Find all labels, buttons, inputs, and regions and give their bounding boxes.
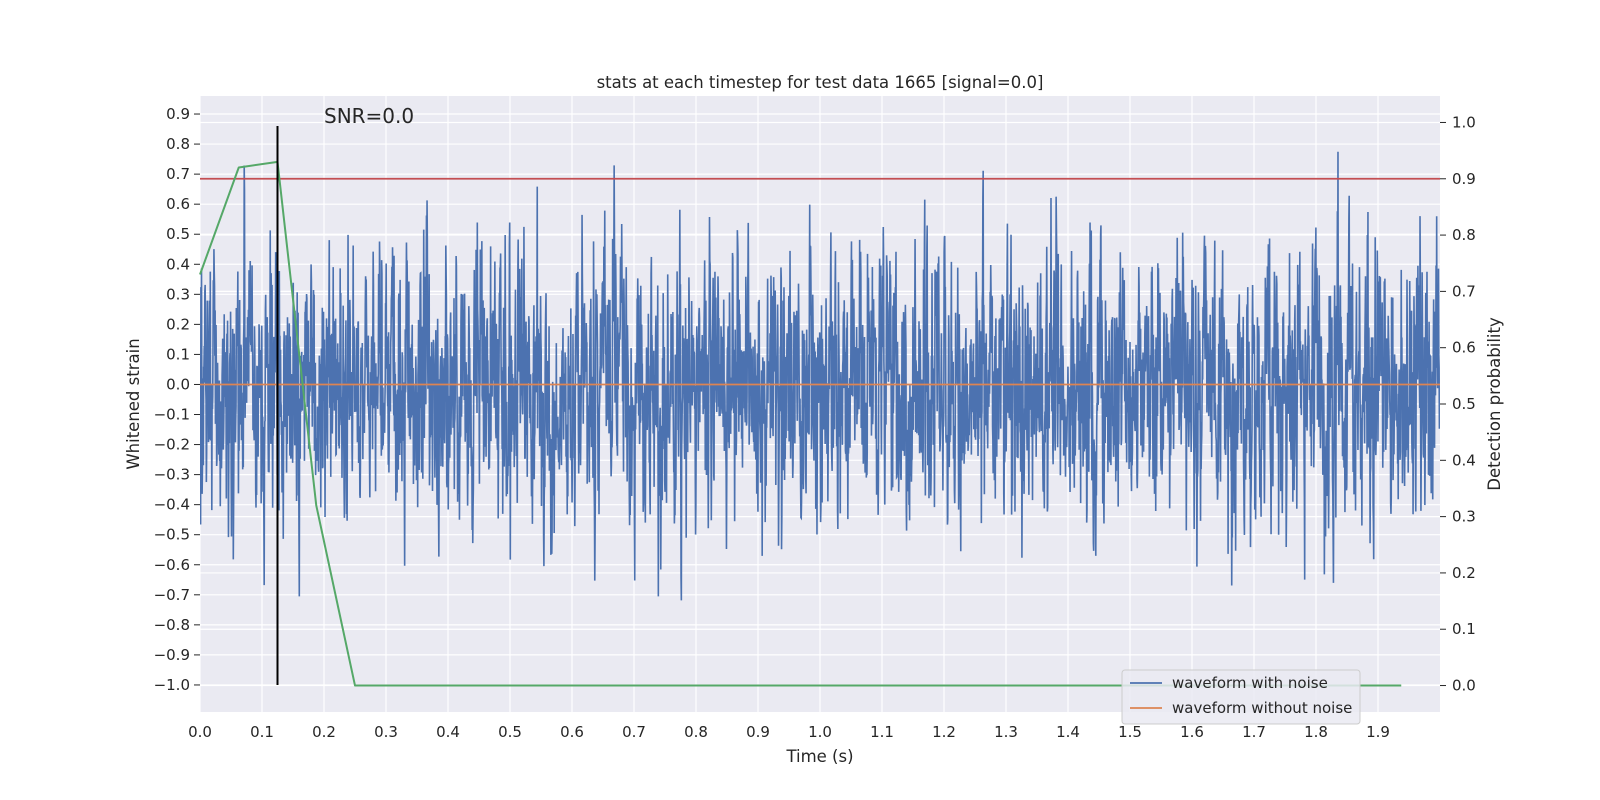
legend: waveform with noise waveform without noi… <box>1121 669 1361 725</box>
y-left-tick-label: 0.2 <box>166 315 190 333</box>
series-detection-probability <box>199 160 1402 687</box>
series-waveform-with-noise <box>200 151 1440 601</box>
y-left-tick-label: −0.5 <box>154 526 190 544</box>
y-left-tick-label: −0.9 <box>154 646 190 664</box>
y-right-tick-label: 0.1 <box>1452 620 1476 638</box>
x-tick-labels: 0.0 0.1 0.2 0.3 0.4 0.5 0.6 0.7 0.8 0.9 1.0 1.1 1.2 1… <box>188 723 1390 741</box>
x-tick-label: 1.4 <box>1056 723 1080 741</box>
y-left-tick-label: −1.0 <box>154 676 190 694</box>
x-tick-label: 1.6 <box>1180 723 1204 741</box>
x-tick-label: 0.9 <box>746 723 770 741</box>
y-right-tick-label: 0.4 <box>1452 451 1476 469</box>
y-left-tick-label: 0.0 <box>166 375 190 393</box>
y-left-tick-label: 0.4 <box>166 255 190 273</box>
x-tick-label: 1.2 <box>932 723 956 741</box>
y-axis-label-left: Whitened strain <box>124 338 143 469</box>
series-layer <box>199 126 1440 687</box>
legend-label-clean: waveform without noise <box>1172 699 1352 717</box>
y-right-tick-label: 0.6 <box>1452 339 1476 357</box>
x-tick-label: 1.1 <box>870 723 894 741</box>
x-tick-label: 1.7 <box>1242 723 1266 741</box>
y-right-tick-label: 0.2 <box>1452 564 1476 582</box>
y-right-tick-label: 0.9 <box>1452 170 1476 188</box>
x-tick-label: 0.5 <box>498 723 522 741</box>
y-right-tick-labels: 0.0 0.1 0.2 0.3 0.4 0.5 0.6 0.7 0.8 0.9 1.0 <box>1440 113 1476 695</box>
y-left-tick-label: 0.7 <box>166 165 190 183</box>
x-tick-label: 0.0 <box>188 723 212 741</box>
legend-label-noise: waveform with noise <box>1172 674 1328 692</box>
x-tick-label: 0.2 <box>312 723 336 741</box>
y-left-tick-label: −0.4 <box>154 496 190 514</box>
y-left-tick-label: 0.6 <box>166 195 190 213</box>
y-left-tick-label: −0.7 <box>154 586 190 604</box>
y-left-tick-label: 0.5 <box>166 225 190 243</box>
y-right-tick-label: 0.0 <box>1452 677 1476 695</box>
y-right-tick-label: 0.7 <box>1452 282 1476 300</box>
x-tick-label: 1.5 <box>1118 723 1142 741</box>
snr-annotation: SNR=0.0 <box>324 104 414 128</box>
y-left-tick-label: −0.6 <box>154 556 190 574</box>
y-right-tick-label: 0.5 <box>1452 395 1476 413</box>
x-tick-label: 0.4 <box>436 723 460 741</box>
y-right-tick-label: 0.8 <box>1452 226 1476 244</box>
y-axis-label-right: Detection probability <box>1485 317 1504 491</box>
y-right-tick-label: 1.0 <box>1452 113 1476 131</box>
x-tick-label: 1.9 <box>1366 723 1390 741</box>
x-axis-label: Time (s) <box>785 747 853 766</box>
x-tick-label: 0.7 <box>622 723 646 741</box>
y-left-tick-label: 0.9 <box>166 105 190 123</box>
y-left-tick-label: −0.2 <box>154 436 190 454</box>
y-left-tick-label: 0.3 <box>166 285 190 303</box>
x-tick-label: 1.8 <box>1304 723 1328 741</box>
y-left-tick-labels: −1.0 −0.9 −0.8 −0.7 −0.6 −0.5 −0.4 −0.3 −0.2 −0.1… <box>154 105 200 694</box>
x-tick-label: 0.3 <box>374 723 398 741</box>
x-tick-label: 0.8 <box>684 723 708 741</box>
y-left-tick-label: −0.3 <box>154 466 190 484</box>
x-tick-label: 0.1 <box>250 723 274 741</box>
legend-box <box>1121 669 1361 725</box>
chart-title: stats at each timestep for test data 166… <box>597 73 1044 92</box>
x-tick-label: 1.0 <box>808 723 832 741</box>
y-left-tick-label: 0.8 <box>166 135 190 153</box>
y-right-tick-label: 0.3 <box>1452 508 1476 526</box>
x-tick-label: 0.6 <box>560 723 584 741</box>
y-left-tick-label: −0.8 <box>154 616 190 634</box>
x-tick-label: 1.3 <box>994 723 1018 741</box>
y-left-tick-label: 0.1 <box>166 345 190 363</box>
y-left-tick-label: −0.1 <box>154 406 190 424</box>
